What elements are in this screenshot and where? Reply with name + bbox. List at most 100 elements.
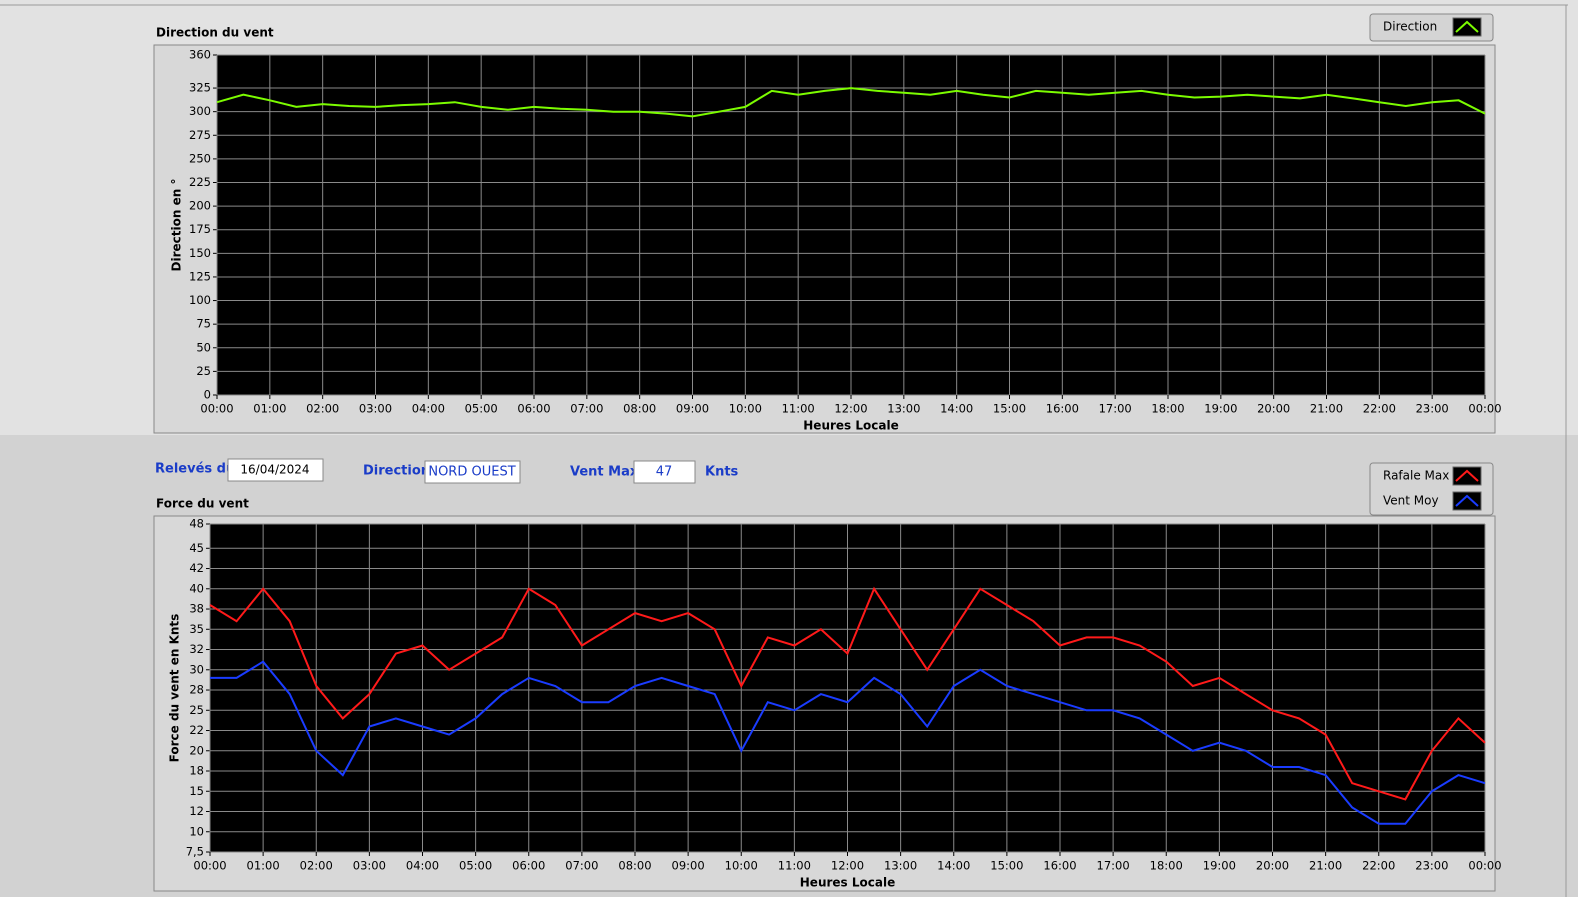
x-tick-label: 16:00	[1043, 859, 1076, 873]
x-tick-label: 00:00	[1468, 402, 1501, 416]
x-tick-label: 22:00	[1363, 402, 1396, 416]
y-tick-label: 200	[189, 199, 211, 213]
x-tick-label: 18:00	[1150, 859, 1183, 873]
x-tick-label: 00:00	[200, 402, 233, 416]
x-tick-label: 14:00	[940, 402, 973, 416]
x-tick-label: 17:00	[1099, 402, 1132, 416]
x-tick-label: 21:00	[1309, 859, 1342, 873]
x-tick-label: 11:00	[782, 402, 815, 416]
y-tick-label: 225	[189, 175, 211, 189]
y-tick-label: 75	[196, 317, 211, 331]
y-tick-label: 42	[189, 561, 204, 575]
x-tick-label: 21:00	[1310, 402, 1343, 416]
x-tick-label: 12:00	[834, 402, 867, 416]
y-tick-label: 38	[189, 602, 204, 616]
x-tick-label: 04:00	[412, 402, 445, 416]
y-tick-label: 25	[196, 364, 211, 378]
y-tick-label: 325	[189, 81, 211, 95]
data-line	[216, 87, 1486, 118]
data-line	[209, 586, 1486, 801]
y-tick-label: 20	[189, 743, 204, 757]
x-tick-label: 06:00	[512, 859, 545, 873]
x-tick-label: 13:00	[884, 859, 917, 873]
y-tick-label: 32	[189, 642, 204, 656]
legend-label: Vent Moy	[1383, 494, 1439, 508]
direction-label: Direction	[363, 464, 430, 479]
y-tick-label: 22	[189, 723, 204, 737]
data-line	[210, 660, 1486, 825]
y-tick-label: 275	[189, 128, 211, 142]
x-tick-label: 19:00	[1204, 402, 1237, 416]
y-tick-label: 40	[189, 581, 204, 595]
x-tick-label: 00:00	[1468, 859, 1501, 873]
legend-line	[1455, 20, 1479, 33]
y-tick-label: 25	[189, 703, 204, 717]
legend-swatch	[1452, 491, 1482, 511]
y-axis-label: Force du vent en Knts	[168, 614, 182, 763]
y-tick-label: 12	[189, 804, 204, 818]
direction-field[interactable]	[424, 460, 521, 484]
x-tick-label: 02:00	[306, 402, 339, 416]
x-tick-label: 07:00	[565, 859, 598, 873]
y-tick-label: 360	[189, 48, 211, 62]
x-tick-label: 00:00	[193, 859, 226, 873]
chart-title: Force du vent	[156, 497, 249, 511]
y-tick-label: 35	[189, 622, 204, 636]
x-tick-label: 17:00	[1097, 859, 1130, 873]
x-tick-label: 01:00	[253, 402, 286, 416]
y-tick-label: 125	[189, 269, 211, 283]
y-tick-label: 15	[189, 784, 204, 798]
x-tick-label: 18:00	[1151, 402, 1184, 416]
x-tick-label: 20:00	[1257, 402, 1290, 416]
date-field[interactable]	[227, 458, 324, 482]
x-tick-label: 10:00	[725, 859, 758, 873]
x-tick-label: 23:00	[1416, 402, 1449, 416]
unit-label: Knts	[705, 465, 739, 480]
y-tick-label: 7,5	[186, 845, 204, 859]
max-value: 47	[656, 465, 673, 480]
x-axis-label: Heures Locale	[803, 419, 898, 433]
x-tick-label: 20:00	[1256, 859, 1289, 873]
y-tick-label: 150	[189, 246, 211, 260]
x-tick-label: 23:00	[1415, 859, 1448, 873]
y-tick-label: 300	[189, 104, 211, 118]
legend-line	[1455, 469, 1479, 482]
x-tick-label: 01:00	[247, 859, 280, 873]
legend-swatch	[1452, 17, 1482, 37]
x-tick-label: 07:00	[570, 402, 603, 416]
chart-title: Direction du vent	[156, 26, 274, 40]
y-tick-label: 28	[189, 683, 204, 697]
legend-swatch	[1452, 466, 1482, 486]
x-tick-label: 15:00	[990, 859, 1023, 873]
y-tick-label: 100	[189, 293, 211, 307]
x-tick-label: 03:00	[359, 402, 392, 416]
date-label: Relevés du	[155, 462, 235, 477]
y-tick-label: 18	[189, 764, 204, 778]
legend-label: Direction	[1383, 20, 1437, 34]
y-tick-label: 175	[189, 222, 211, 236]
x-tick-label: 14:00	[937, 859, 970, 873]
x-tick-label: 06:00	[517, 402, 550, 416]
direction-value: NORD OUEST	[428, 465, 515, 480]
x-tick-label: 19:00	[1203, 859, 1236, 873]
x-tick-label: 12:00	[831, 859, 864, 873]
x-tick-label: 05:00	[465, 402, 498, 416]
y-axis-label: Direction en °	[170, 179, 184, 272]
date-value: 16/04/2024	[240, 463, 309, 477]
x-tick-label: 22:00	[1362, 859, 1395, 873]
y-tick-label: 48	[189, 517, 204, 531]
y-tick-label: 50	[196, 340, 211, 354]
legend-label: Rafale Max	[1383, 469, 1449, 483]
y-tick-label: 45	[189, 541, 204, 555]
y-tick-label: 30	[189, 662, 204, 676]
x-tick-label: 03:00	[353, 859, 386, 873]
x-tick-label: 16:00	[1046, 402, 1079, 416]
form: Relevés du 16/04/2024 Direction NORD OUE…	[155, 458, 739, 484]
x-tick-label: 08:00	[618, 859, 651, 873]
legend-line	[1455, 494, 1479, 507]
x-tick-label: 05:00	[459, 859, 492, 873]
x-tick-label: 15:00	[993, 402, 1026, 416]
x-tick-label: 09:00	[676, 402, 709, 416]
max-field[interactable]	[633, 460, 696, 484]
